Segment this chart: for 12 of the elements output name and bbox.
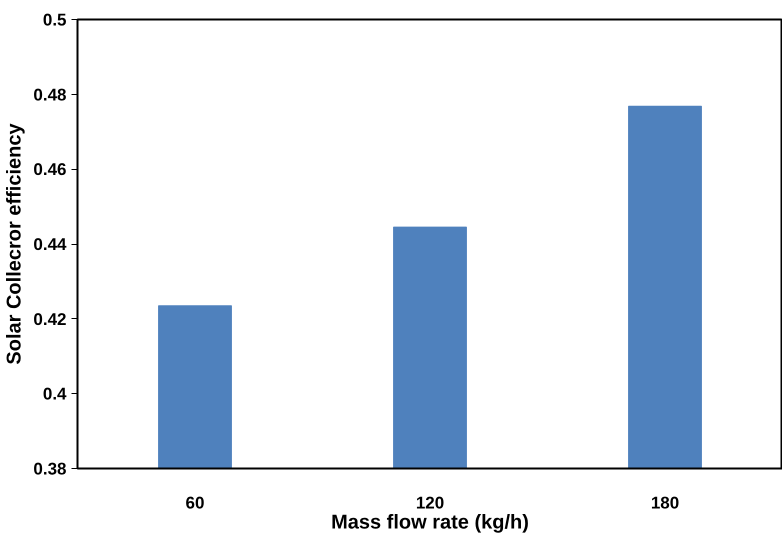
- y-tick-label: 0.38: [33, 460, 67, 478]
- y-axis-title: Solar Collecror efficiency: [3, 122, 26, 365]
- x-tick-label: 60: [186, 494, 204, 512]
- y-tick-label: 0.48: [33, 85, 67, 104]
- y-tick-label: 0.44: [33, 235, 68, 254]
- x-axis-title: Mass flow rate (kg/h): [331, 512, 529, 534]
- y-tick-label: 0.46: [33, 160, 67, 180]
- y-tick-label: 0.42: [33, 310, 67, 329]
- x-tick-label: 180: [650, 494, 680, 512]
- y-tick-label: 0.5: [42, 10, 67, 30]
- x-tick-label: 120: [416, 494, 444, 512]
- y-tick-label: 0.4: [42, 384, 68, 404]
